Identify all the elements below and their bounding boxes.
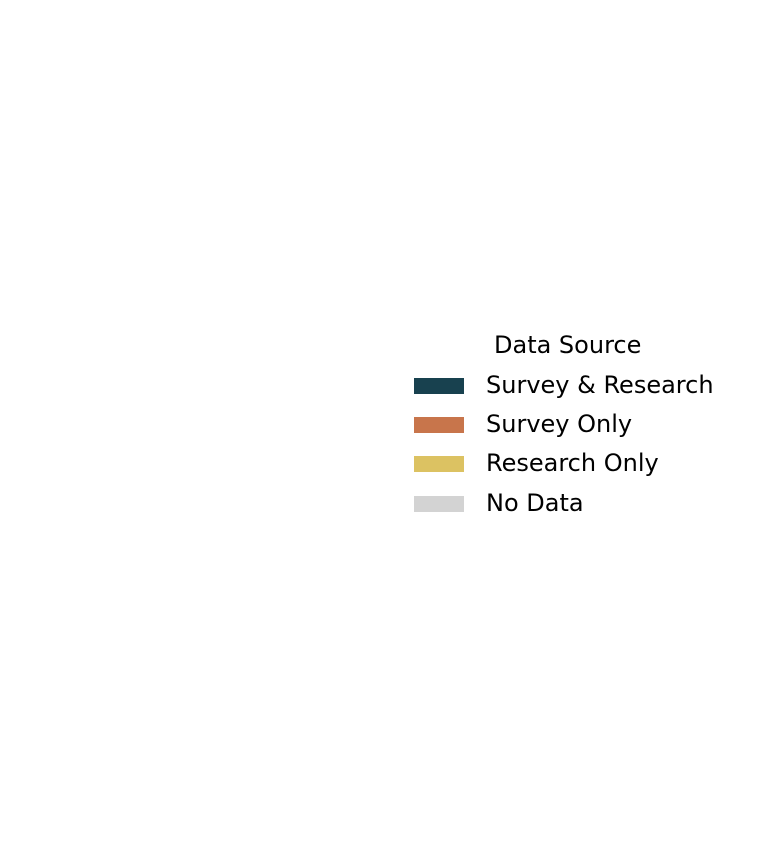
legend-swatch xyxy=(414,417,464,433)
legend-label: Research Only xyxy=(486,449,659,477)
legend-item-survey-only: Survey Only xyxy=(413,408,753,440)
legend-swatch xyxy=(414,378,464,394)
legend-label: Survey Only xyxy=(486,410,633,438)
legend-swatch xyxy=(414,496,464,512)
legend-item-research-only: Research Only xyxy=(413,447,753,479)
legend-label: Survey & Research xyxy=(486,371,714,399)
legend-title: Data Source xyxy=(494,331,642,359)
legend-item-no-data: No Data xyxy=(413,487,753,519)
legend-item-survey-and-research: Survey & Research xyxy=(413,369,753,401)
legend-label: No Data xyxy=(486,489,584,517)
legend-swatch xyxy=(414,456,464,472)
